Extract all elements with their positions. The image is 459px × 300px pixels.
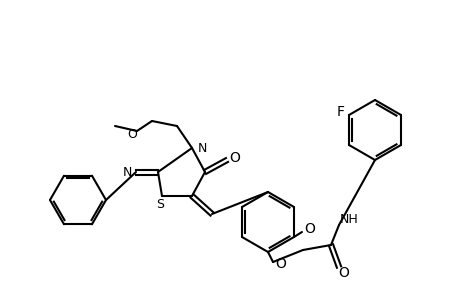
Text: O: O (304, 222, 315, 236)
Text: O: O (229, 151, 240, 165)
Text: F: F (336, 105, 344, 119)
Text: S: S (156, 197, 164, 211)
Text: O: O (338, 266, 349, 280)
Text: O: O (127, 128, 137, 142)
Text: O: O (275, 257, 286, 271)
Text: N: N (197, 142, 206, 154)
Text: N: N (122, 166, 131, 178)
Text: NH: NH (339, 214, 358, 226)
